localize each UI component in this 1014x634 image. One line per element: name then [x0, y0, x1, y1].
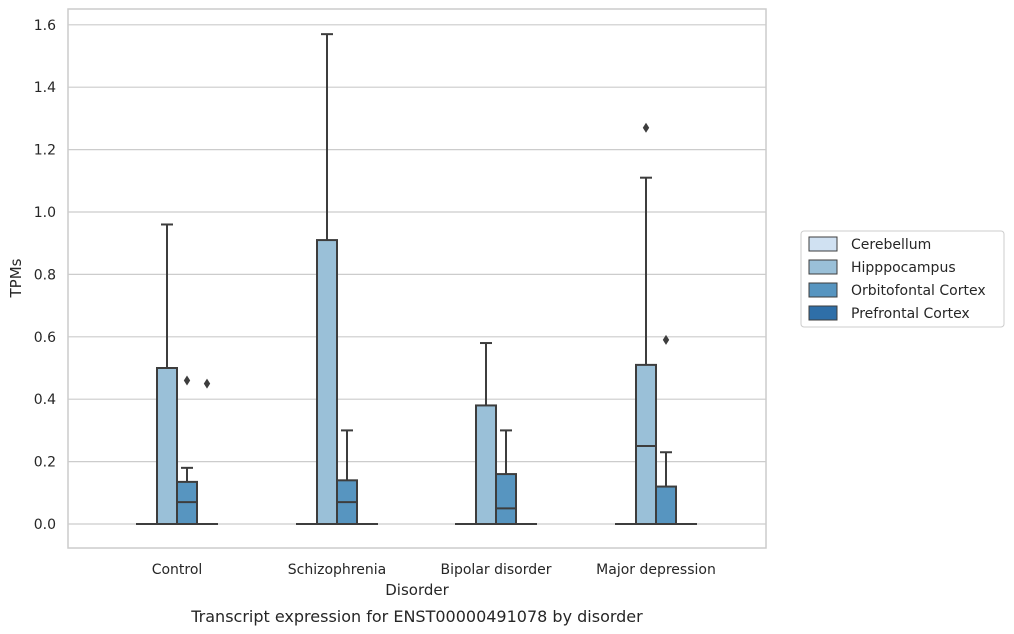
x-tick-label: Schizophrenia [288, 562, 386, 578]
box [655, 485, 677, 525]
outlier-point [203, 378, 211, 389]
y-tick-label: 0.6 [34, 330, 56, 346]
y-tick-labels: 0.0 0.2 0.4 0.6 0.8 1.0 1.2 1.4 1.6 [34, 18, 56, 533]
x-tick-labels: Control Schizophrenia Bipolar disorder Majo… [152, 562, 716, 578]
legend-label: Hipppocampus [851, 260, 956, 276]
box [495, 473, 517, 525]
outlier-point [183, 375, 191, 386]
y-tick-label: 1.0 [34, 205, 56, 221]
outlier-point [642, 122, 650, 133]
legend-swatch [808, 282, 838, 298]
grid-lines [68, 24, 766, 525]
outlier-point [662, 334, 670, 345]
y-tick-label: 1.4 [34, 80, 56, 96]
legend-frame [800, 230, 1005, 328]
legend-label: Prefrontal Cortex [851, 306, 970, 322]
y-tick-label: 0.4 [34, 392, 56, 408]
legend-label: Cerebellum [851, 237, 931, 253]
y-tick-label: 1.6 [34, 18, 56, 34]
x-tick-label: Bipolar disorder [440, 562, 551, 578]
y-axis-label: TPMs [7, 258, 25, 298]
box [156, 367, 178, 525]
legend-swatch [808, 305, 838, 321]
x-tick-label: Major depression [596, 562, 716, 578]
y-tick-label: 1.2 [34, 143, 56, 159]
box [475, 404, 497, 525]
x-axis-label: Disorder [385, 581, 449, 599]
plot-frame [67, 8, 767, 549]
box [316, 239, 338, 526]
y-tick-label: 0.0 [34, 517, 56, 533]
legend-swatch [808, 236, 838, 252]
y-tick-label: 0.8 [34, 267, 56, 283]
legend-swatch [808, 259, 838, 275]
plot-boxes [136, 33, 697, 526]
x-tick-label: Control [152, 562, 203, 578]
legend-label: Orbitofontal Cortex [851, 283, 986, 299]
legend: Cerebellum Hipppocampus Orbitofontal Corte… [800, 230, 1005, 328]
chart-caption: Transcript expression for ENST0000049107… [190, 607, 643, 626]
box [635, 363, 657, 525]
y-tick-label: 0.2 [34, 455, 56, 471]
